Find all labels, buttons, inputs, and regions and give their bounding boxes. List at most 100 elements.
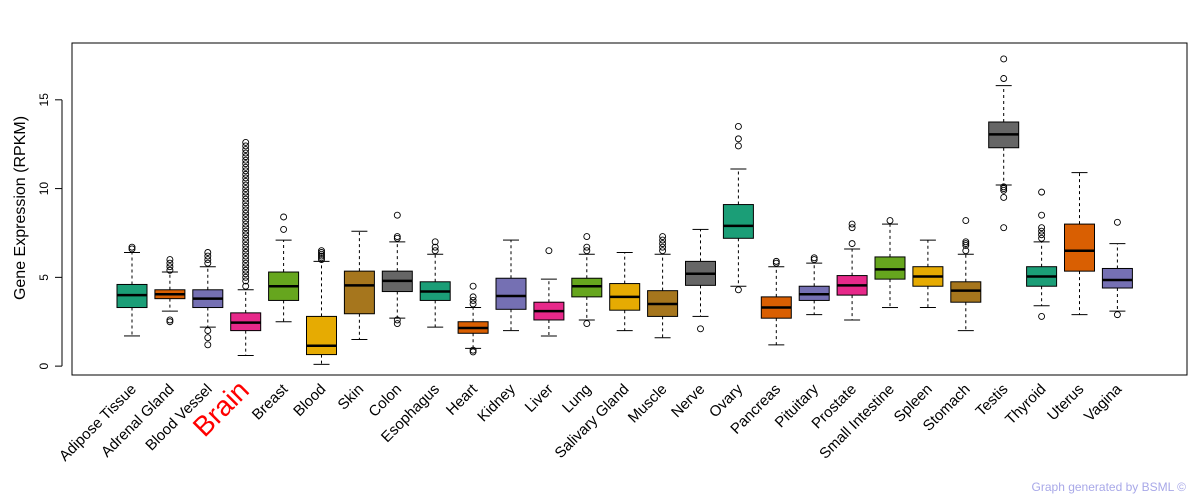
y-tick-label-10: 10 bbox=[37, 182, 51, 196]
box-salivary-gland bbox=[609, 251, 641, 332]
outlier-point bbox=[242, 178, 250, 185]
outlier-point bbox=[242, 282, 250, 290]
box-iqr bbox=[874, 256, 906, 280]
outlier-point bbox=[166, 256, 174, 264]
outlier-point bbox=[545, 247, 553, 255]
box-iqr bbox=[950, 281, 982, 303]
outlier-point bbox=[242, 192, 250, 200]
outlier-point bbox=[166, 266, 174, 274]
outlier-point bbox=[242, 238, 250, 246]
box-uterus bbox=[1064, 172, 1095, 316]
outlier-point bbox=[242, 142, 250, 150]
outlier-point bbox=[469, 282, 477, 290]
outlier-point bbox=[772, 259, 780, 267]
outlier-point bbox=[242, 174, 250, 182]
outlier-point bbox=[204, 249, 212, 256]
outlier-point bbox=[166, 259, 174, 267]
box-iqr bbox=[571, 277, 603, 298]
x-label-liver: Liver bbox=[522, 381, 557, 416]
outlier-point bbox=[1000, 183, 1008, 191]
box-esophagus bbox=[419, 238, 451, 328]
outlier-point bbox=[1038, 211, 1046, 219]
outlier-point bbox=[166, 263, 174, 271]
outlier-point bbox=[204, 252, 212, 260]
outlier-point bbox=[242, 146, 250, 153]
outlier-point bbox=[848, 240, 856, 248]
box-iqr bbox=[306, 315, 337, 356]
y-axis-label: Gene Expression (RPKM) bbox=[12, 116, 29, 300]
x-label-nerve: Nerve bbox=[668, 381, 708, 421]
outlier-point bbox=[242, 160, 250, 168]
box-adrenal-gland bbox=[154, 256, 186, 326]
outlier-point bbox=[393, 320, 401, 327]
outlier-point bbox=[242, 273, 250, 281]
outlier-point bbox=[810, 254, 818, 262]
outlier-point bbox=[1000, 55, 1008, 63]
outlier-point bbox=[242, 263, 250, 271]
outlier-point bbox=[242, 181, 250, 189]
outlier-point bbox=[242, 185, 250, 193]
outlier-point bbox=[280, 213, 288, 221]
outlier-point bbox=[431, 238, 439, 246]
outlier-point bbox=[242, 234, 250, 242]
outlier-point bbox=[1000, 194, 1008, 201]
outlier-point bbox=[242, 156, 250, 164]
box-lung bbox=[571, 233, 603, 327]
plot-frame bbox=[71, 42, 1188, 376]
box-blood-vessel bbox=[192, 249, 224, 349]
outlier-point bbox=[583, 243, 591, 251]
outlier-point bbox=[242, 209, 250, 217]
x-label-blood: Blood bbox=[290, 381, 329, 420]
outlier-point bbox=[242, 224, 250, 232]
outlier-point bbox=[204, 334, 212, 342]
box-breast bbox=[268, 213, 300, 323]
outlier-point bbox=[318, 247, 325, 255]
outlier-point bbox=[962, 240, 970, 248]
outlier-point bbox=[659, 236, 667, 244]
outlier-point bbox=[166, 318, 174, 326]
outlier-point bbox=[1000, 224, 1008, 232]
x-label-uterus: Uterus bbox=[1044, 381, 1087, 424]
box-heart bbox=[457, 282, 489, 356]
outlier-point bbox=[1038, 234, 1046, 242]
outlier-point bbox=[242, 245, 250, 253]
footer-credit: Graph generated by BSML © bbox=[1031, 480, 1186, 494]
outlier-point bbox=[242, 270, 250, 278]
box-ovary bbox=[722, 122, 754, 294]
outlier-point bbox=[848, 220, 856, 228]
outlier-point bbox=[1113, 218, 1121, 226]
box-adipose-tissue bbox=[116, 243, 148, 337]
outlier-point bbox=[1038, 188, 1046, 196]
outlier-point bbox=[583, 247, 591, 255]
x-label-vagina: Vagina bbox=[1081, 380, 1126, 425]
outlier-point bbox=[242, 163, 250, 171]
outlier-point bbox=[469, 300, 477, 308]
outlier-point bbox=[393, 234, 401, 242]
box-colon bbox=[381, 211, 413, 327]
outlier-point bbox=[242, 170, 250, 178]
outlier-point bbox=[1000, 186, 1008, 194]
outlier-point bbox=[393, 316, 401, 324]
outlier-point bbox=[128, 245, 136, 253]
outlier-point bbox=[734, 142, 742, 150]
box-iqr bbox=[722, 204, 754, 239]
outlier-point bbox=[583, 233, 591, 240]
outlier-point bbox=[128, 243, 136, 251]
outlier-point bbox=[734, 135, 742, 143]
outlier-point bbox=[204, 341, 212, 349]
box-iqr bbox=[343, 270, 375, 315]
box-pituitary bbox=[798, 254, 830, 316]
x-label-skin: Skin bbox=[335, 381, 368, 414]
outlier-point bbox=[734, 286, 742, 294]
outlier-point bbox=[1038, 312, 1046, 320]
outlier-point bbox=[242, 249, 250, 256]
y-tick-label-5: 5 bbox=[37, 274, 51, 281]
outlier-point bbox=[659, 240, 667, 248]
outlier-point bbox=[431, 247, 439, 255]
outlier-point bbox=[242, 266, 250, 274]
box-thyroid bbox=[1026, 188, 1058, 320]
outlier-point bbox=[280, 225, 288, 233]
box-pancreas bbox=[760, 257, 792, 346]
outlier-point bbox=[204, 327, 212, 335]
